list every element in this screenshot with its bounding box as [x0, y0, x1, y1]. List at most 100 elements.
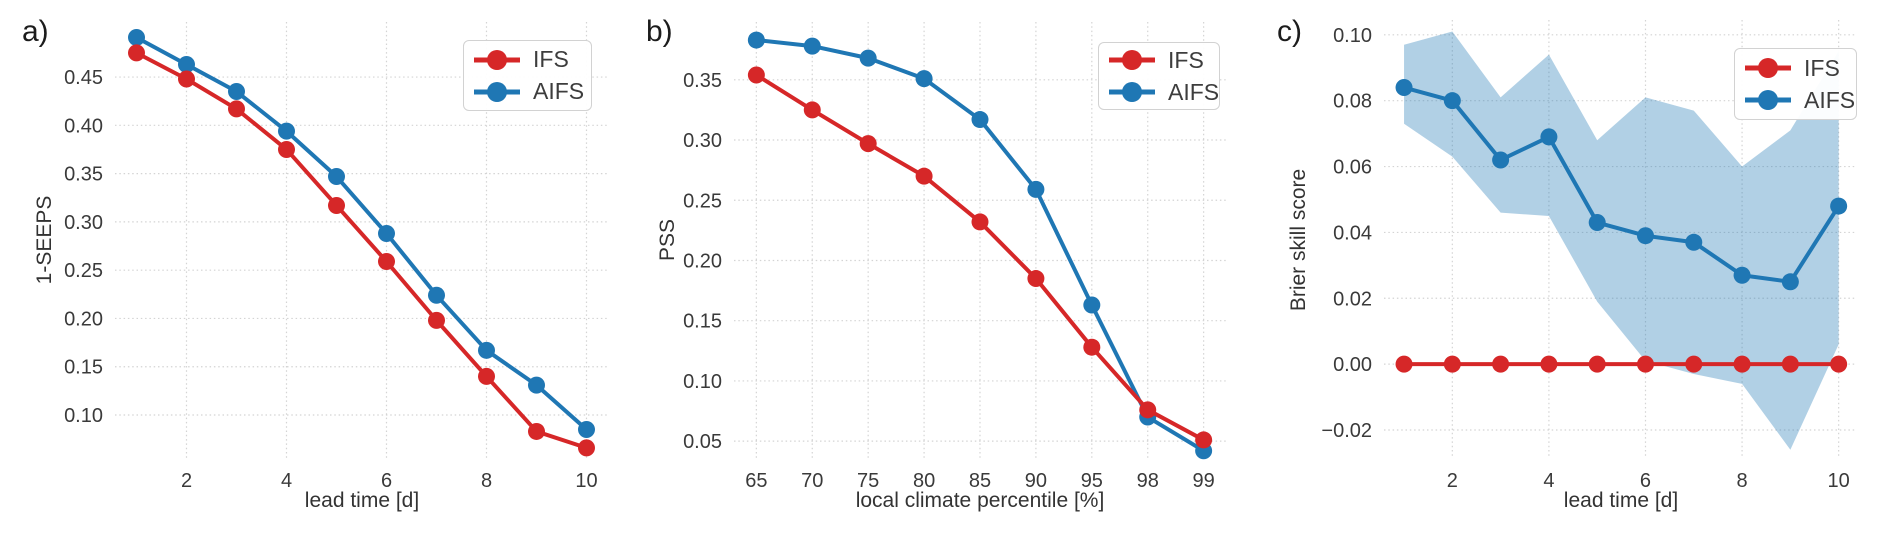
aifs-line-marker-icon — [1107, 81, 1157, 103]
y-tick-label: 0.20 — [64, 308, 103, 330]
x-tick-label: 75 — [857, 470, 879, 492]
data-point-aifs — [1083, 296, 1101, 314]
panel-c: 2 4 6 8 10 −0.02 0.00 0.02 0.04 0.06 0.08 0.10 c) B… — [1261, 0, 1892, 547]
chart-a-plot-area: 2 4 6 8 10 0.10 0.15 0.20 0.25 0.30 0.35 0.40 0.45 — [64, 22, 608, 492]
data-point-aifs — [1588, 214, 1606, 232]
data-point-ifs — [1685, 355, 1703, 373]
legend-entry-aifs: AIFS — [1107, 80, 1219, 104]
y-tick-label: 0.02 — [1333, 288, 1372, 310]
data-point-ifs — [228, 100, 245, 118]
y-tick-label: 0.25 — [64, 260, 103, 282]
x-tick-label: 65 — [745, 470, 767, 492]
x-tick-label: 8 — [481, 470, 492, 492]
x-tick-label: 85 — [969, 470, 991, 492]
x-axis-label-a: lead time [d] — [304, 489, 420, 512]
aifs-confidence-band — [1404, 31, 1839, 450]
x-axis-label-c: lead time [d] — [1563, 489, 1679, 512]
series-line-ifs — [134, 50, 589, 450]
data-point-aifs — [278, 122, 295, 140]
x-tick-label: 8 — [1737, 470, 1748, 492]
y-tick-label: 0.06 — [1333, 157, 1372, 179]
panel-c-label: c) — [1277, 15, 1302, 48]
data-point-aifs — [528, 376, 545, 394]
data-point-aifs — [1781, 273, 1799, 291]
x-tick-label: 2 — [181, 470, 192, 492]
data-point-aifs — [328, 168, 345, 186]
data-point-ifs — [1492, 355, 1510, 373]
series-line-aifs — [1402, 85, 1841, 284]
legend-label-ifs: IFS — [1804, 54, 1840, 81]
y-tick-label: 0.10 — [683, 371, 722, 393]
y-tick-label: 0.10 — [1333, 25, 1372, 47]
legend-entry-ifs: IFS — [1107, 48, 1219, 72]
data-point-ifs — [1540, 355, 1558, 373]
data-point-ifs — [1195, 431, 1213, 449]
data-point-ifs — [1443, 355, 1461, 373]
data-point-aifs — [128, 28, 145, 46]
chart-c-plot-area: 2 4 6 8 10 −0.02 0.00 0.02 0.04 0.06 0.08 0.10 — [1321, 20, 1857, 492]
x-tick-label: 6 — [381, 470, 392, 492]
panel-a: 2 4 6 8 10 0.10 0.15 0.20 0.25 0.30 0.35 0.40 0.45 a… — [0, 0, 630, 547]
y-tick-label: 0.15 — [64, 357, 103, 379]
x-tick-label: 4 — [1543, 470, 1554, 492]
legend-label-aifs: AIFS — [1168, 78, 1220, 105]
data-point-aifs — [803, 37, 821, 55]
data-point-aifs — [747, 31, 765, 49]
legend-c: IFS AIFS — [1734, 48, 1857, 120]
data-point-ifs — [278, 140, 295, 158]
data-point-ifs — [915, 167, 933, 185]
data-point-ifs — [1830, 355, 1848, 373]
y-tick-label: 0.04 — [1333, 222, 1372, 244]
y-tick-label: 0.20 — [683, 250, 722, 272]
data-point-aifs — [1395, 79, 1413, 97]
data-point-ifs — [1733, 355, 1751, 373]
ifs-line-marker-icon — [1743, 57, 1793, 79]
y-tick-label: 0.00 — [1333, 354, 1372, 376]
x-axis-label-b: local climate percentile [%] — [855, 489, 1105, 512]
panel-a-label: a) — [22, 15, 49, 48]
x-tick-label: 4 — [281, 470, 292, 492]
data-point-ifs — [1027, 270, 1045, 288]
data-point-ifs — [478, 367, 495, 385]
data-point-aifs — [971, 111, 989, 129]
legend-label-ifs: IFS — [533, 46, 569, 72]
data-point-aifs — [1027, 180, 1045, 198]
data-point-aifs — [1636, 227, 1654, 245]
y-tick-label: 0.35 — [64, 164, 103, 186]
data-point-ifs — [128, 44, 145, 62]
y-axis-label-b: PSS — [656, 218, 679, 262]
legend-label-ifs: IFS — [1168, 46, 1204, 73]
y-tick-label: −0.02 — [1321, 420, 1372, 442]
data-point-aifs — [228, 83, 245, 101]
y-tick-label: 0.05 — [683, 431, 722, 453]
data-point-ifs — [178, 70, 195, 88]
data-point-ifs — [1588, 355, 1606, 373]
series-line-aifs — [134, 35, 589, 432]
panel-b: 65 70 75 80 85 90 95 98 99 0.05 0.10 0.15 0.20 0.25 0.… — [630, 0, 1261, 547]
data-point-ifs — [428, 311, 445, 329]
legend-entry-aifs: AIFS — [1743, 88, 1856, 112]
data-point-aifs — [1685, 233, 1703, 251]
x-tick-label: 98 — [1137, 470, 1159, 492]
data-point-ifs — [971, 213, 989, 231]
legend-entry-aifs: AIFS — [472, 80, 591, 104]
legend-label-aifs: AIFS — [533, 78, 585, 104]
data-point-aifs — [428, 286, 445, 304]
data-point-aifs — [859, 49, 877, 67]
x-tick-label: 90 — [1025, 470, 1047, 492]
y-tick-label: 0.45 — [64, 67, 103, 89]
data-point-aifs — [1492, 151, 1510, 169]
data-point-aifs — [1733, 266, 1751, 284]
data-point-aifs — [478, 341, 495, 359]
data-point-ifs — [747, 66, 765, 84]
data-point-ifs — [1083, 338, 1101, 356]
legend-label-aifs: AIFS — [1804, 86, 1856, 113]
ifs-line-marker-icon — [472, 49, 522, 71]
data-point-aifs — [378, 224, 395, 242]
y-tick-label: 0.30 — [64, 212, 103, 234]
chart-b-plot-area: 65 70 75 80 85 90 95 98 99 0.05 0.10 0.15 0.20 0.25 0.… — [683, 22, 1226, 492]
data-point-ifs — [803, 101, 821, 119]
x-tick-label: 6 — [1640, 470, 1651, 492]
data-point-aifs — [178, 55, 195, 73]
legend-a: IFS AIFS — [463, 40, 592, 111]
